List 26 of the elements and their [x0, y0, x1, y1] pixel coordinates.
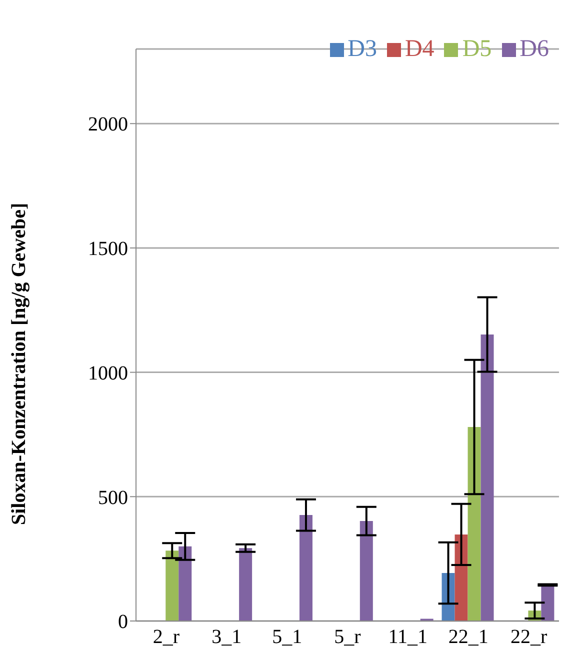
legend-label: D3: [348, 36, 377, 62]
legend-label: D6: [520, 36, 549, 62]
y-axis-title: Siloxan-Konzentration [ng/g Gewebe]: [8, 202, 30, 525]
x-tick-label: 11_1: [388, 626, 428, 648]
y-tick-label: 2000: [88, 114, 128, 136]
y-tick-label: 1500: [88, 238, 128, 260]
bar: [360, 521, 373, 621]
bar: [454, 534, 468, 621]
y-tick-label: 500: [98, 486, 128, 509]
bar: [299, 515, 312, 621]
bar: [178, 546, 192, 621]
bar: [480, 334, 494, 621]
y-tick-label: 0: [118, 611, 128, 634]
x-tick-label: 5_r: [334, 626, 362, 648]
x-tick-label: 5_1: [272, 626, 302, 648]
bar: [166, 550, 179, 621]
bar: [239, 548, 252, 621]
x-tick-label: 22_r: [510, 626, 548, 648]
x-tick-label: 2_r: [152, 626, 180, 648]
x-tick-label: 22_1: [448, 626, 488, 648]
bar: [541, 584, 554, 621]
y-tick-label: 1000: [88, 362, 128, 384]
x-tick-label: 3_1: [212, 626, 242, 648]
legend-label: D4: [404, 36, 434, 62]
bar: [468, 427, 481, 621]
legend-label: D5: [462, 36, 492, 62]
